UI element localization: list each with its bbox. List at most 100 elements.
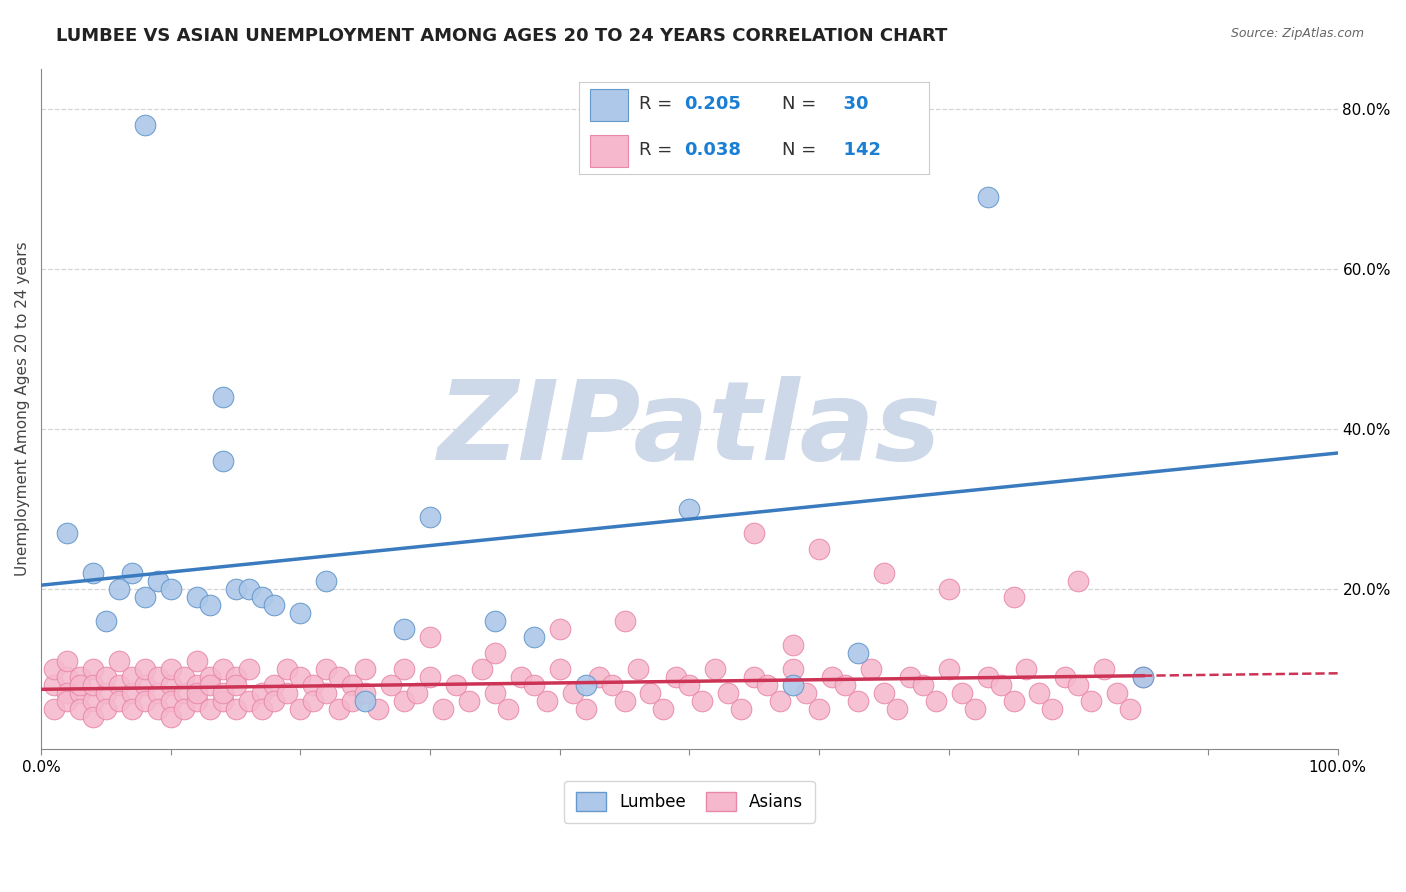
Point <box>419 630 441 644</box>
Point <box>613 694 636 708</box>
Point <box>276 662 298 676</box>
Point <box>186 654 208 668</box>
Point <box>121 566 143 581</box>
Point <box>225 702 247 716</box>
Legend: Lumbee, Asians: Lumbee, Asians <box>564 780 815 822</box>
Point <box>211 390 233 404</box>
Point <box>561 686 583 700</box>
Point <box>1002 694 1025 708</box>
Point <box>742 670 765 684</box>
Point <box>263 678 285 692</box>
Point <box>354 686 377 700</box>
Point <box>342 694 364 708</box>
Point <box>211 454 233 468</box>
Point <box>704 662 727 676</box>
Point <box>69 702 91 716</box>
Point <box>225 670 247 684</box>
Point <box>640 686 662 700</box>
Point <box>82 566 104 581</box>
Point <box>56 694 79 708</box>
Point <box>42 678 65 692</box>
Point <box>484 646 506 660</box>
Point <box>69 686 91 700</box>
Point <box>834 678 856 692</box>
Point <box>588 670 610 684</box>
Point <box>380 678 402 692</box>
Point <box>898 670 921 684</box>
Point <box>1067 678 1090 692</box>
Point <box>56 670 79 684</box>
Point <box>1119 702 1142 716</box>
Point <box>186 694 208 708</box>
Point <box>263 694 285 708</box>
Point <box>211 686 233 700</box>
Point <box>652 702 675 716</box>
Point <box>496 702 519 716</box>
Point <box>315 574 337 589</box>
Point <box>146 574 169 589</box>
Point <box>302 678 325 692</box>
Point <box>146 702 169 716</box>
Point <box>911 678 934 692</box>
Point <box>173 702 195 716</box>
Point <box>1092 662 1115 676</box>
Point <box>1080 694 1102 708</box>
Point <box>342 678 364 692</box>
Point <box>42 702 65 716</box>
Point <box>782 678 804 692</box>
Point <box>846 694 869 708</box>
Point <box>730 702 752 716</box>
Point <box>794 686 817 700</box>
Point <box>211 694 233 708</box>
Point <box>82 710 104 724</box>
Point <box>392 662 415 676</box>
Point <box>198 670 221 684</box>
Point <box>756 678 779 692</box>
Point <box>108 654 131 668</box>
Point <box>238 582 260 597</box>
Point <box>42 662 65 676</box>
Point <box>354 662 377 676</box>
Point <box>290 702 312 716</box>
Point <box>69 670 91 684</box>
Point <box>873 686 896 700</box>
Point <box>1042 702 1064 716</box>
Point <box>82 662 104 676</box>
Point <box>94 686 117 700</box>
Point <box>290 606 312 620</box>
Text: Source: ZipAtlas.com: Source: ZipAtlas.com <box>1230 27 1364 40</box>
Point <box>134 662 156 676</box>
Point <box>938 662 960 676</box>
Point <box>1067 574 1090 589</box>
Point <box>925 694 948 708</box>
Point <box>238 662 260 676</box>
Text: ZIPatlas: ZIPatlas <box>437 376 941 483</box>
Point <box>782 638 804 652</box>
Point <box>94 614 117 628</box>
Point <box>484 686 506 700</box>
Point <box>198 678 221 692</box>
Point <box>859 662 882 676</box>
Point <box>678 678 700 692</box>
Point <box>134 591 156 605</box>
Point <box>69 678 91 692</box>
Point <box>108 582 131 597</box>
Point <box>990 678 1012 692</box>
Point <box>108 678 131 692</box>
Point <box>250 686 273 700</box>
Point <box>782 662 804 676</box>
Point <box>315 662 337 676</box>
Point <box>56 526 79 541</box>
Point <box>886 702 908 716</box>
Point <box>121 702 143 716</box>
Point <box>225 678 247 692</box>
Point <box>134 678 156 692</box>
Point <box>808 542 831 557</box>
Point <box>56 686 79 700</box>
Point <box>367 702 389 716</box>
Point <box>250 702 273 716</box>
Point <box>94 670 117 684</box>
Point <box>198 702 221 716</box>
Point <box>328 702 350 716</box>
Point <box>976 189 998 203</box>
